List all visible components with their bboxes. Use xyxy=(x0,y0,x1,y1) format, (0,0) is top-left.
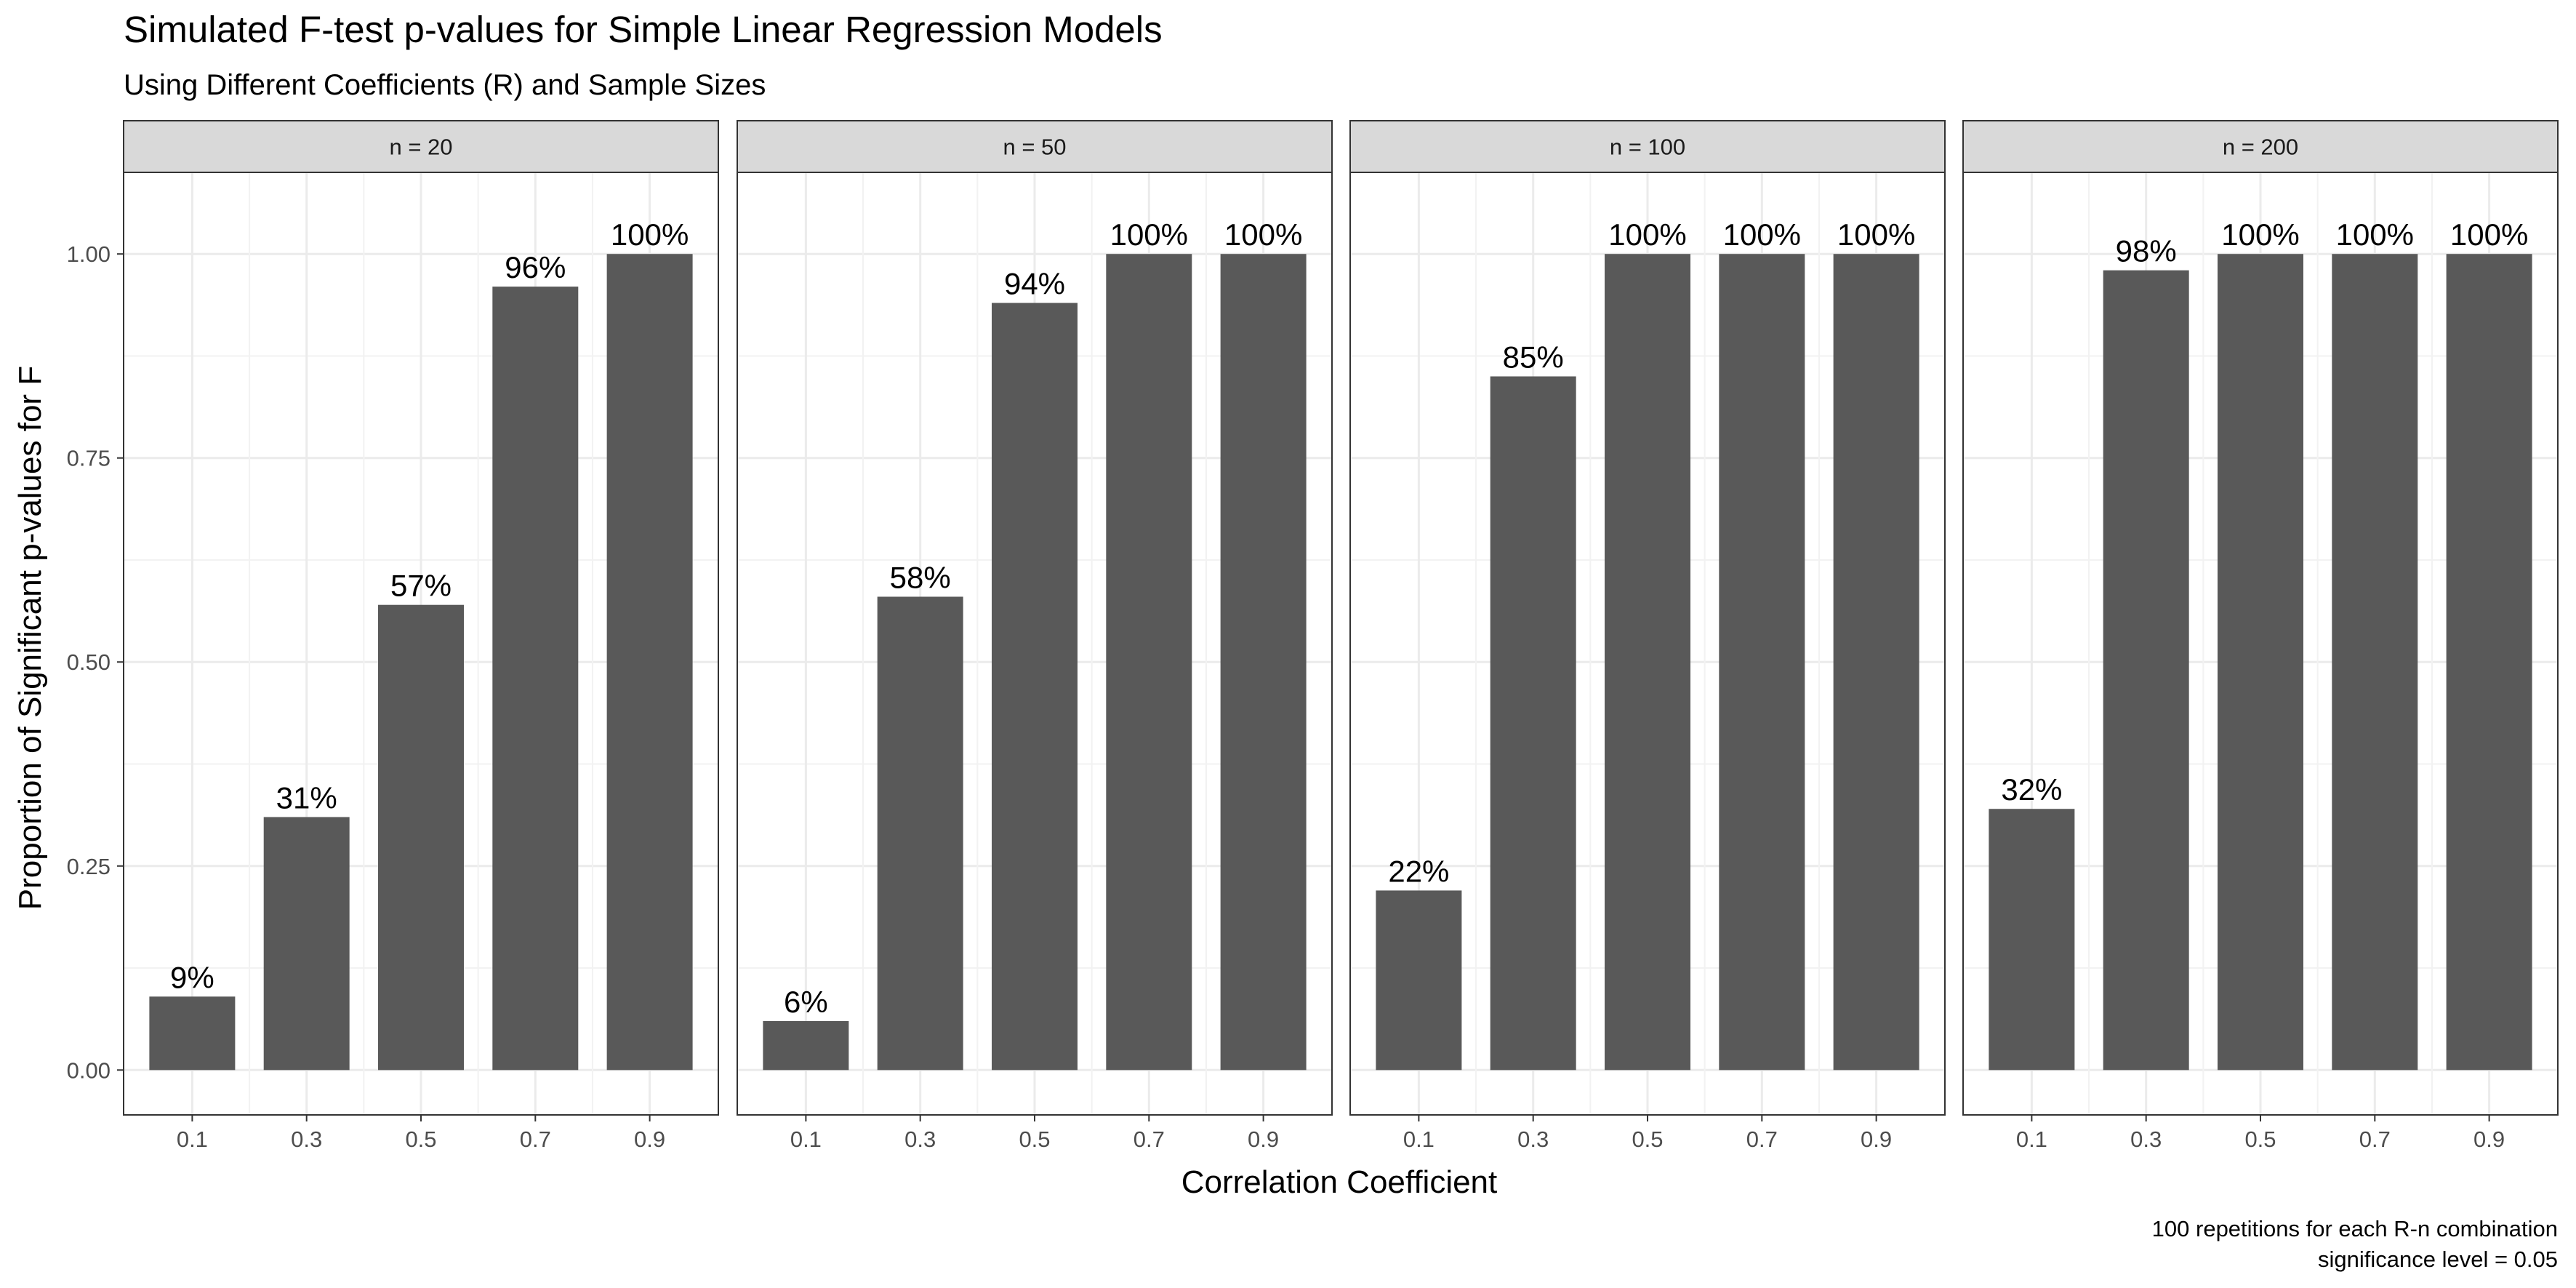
bar xyxy=(1989,809,2075,1071)
bar xyxy=(1490,376,1576,1071)
x-tick-label: 0.1 xyxy=(790,1127,822,1152)
x-tick-label: 0.7 xyxy=(1133,1127,1165,1152)
x-axis-title: Correlation Coefficient xyxy=(1181,1164,1498,1200)
bar xyxy=(606,254,693,1071)
bar-data-label: 100% xyxy=(1723,217,1801,252)
bar-data-label: 100% xyxy=(1837,217,1915,252)
bar xyxy=(378,604,464,1071)
bar-data-label: 32% xyxy=(2001,772,2062,807)
x-tick-label: 0.5 xyxy=(1632,1127,1663,1152)
facet-strip-label: n = 20 xyxy=(389,135,452,160)
bar xyxy=(149,996,236,1071)
x-tick-label: 0.3 xyxy=(904,1127,936,1152)
x-tick-label: 0.9 xyxy=(634,1127,665,1152)
bar xyxy=(877,596,963,1071)
bar-data-label: 9% xyxy=(170,960,214,994)
x-tick-label: 0.5 xyxy=(1019,1127,1050,1152)
bar-data-label: 57% xyxy=(390,569,452,603)
x-tick-label: 0.5 xyxy=(2244,1127,2276,1152)
caption-line-1: 100 repetitions for each R-n combination xyxy=(2152,1216,2558,1241)
bar xyxy=(2332,254,2418,1071)
facet-strip-label: n = 200 xyxy=(2223,135,2298,160)
facet-panel: n = 20 9% 31% 57% 96% 100% 0.1 0.3 0.5 0.7 0.9 xyxy=(123,120,719,1152)
bar-data-label: 22% xyxy=(1388,854,1449,888)
facet-panels: n = 209%31%57%96%100%0.1 0.3 0.5 0.7 0.9n = … xyxy=(123,120,2559,1152)
y-tick-label: 0.50 xyxy=(67,649,111,675)
x-tick-label: 0.7 xyxy=(2359,1127,2391,1152)
facet-strip xyxy=(737,120,1333,173)
facet-strip-label: n = 100 xyxy=(1610,135,1685,160)
bar xyxy=(2218,254,2303,1071)
facet-panel: n = 100 22% 85% 100% 100% 100% 0.1 0.3 0.5 0.7 0.9 xyxy=(1349,120,1946,1152)
x-tick-label: 0.9 xyxy=(1861,1127,1892,1152)
bar-data-label: 31% xyxy=(276,780,337,815)
bar-data-label: 100% xyxy=(1224,217,1302,252)
bar-data-label: 100% xyxy=(611,217,689,252)
bar xyxy=(1719,254,1805,1071)
y-axis-title: Proportion of Significant p-values for F xyxy=(12,366,48,910)
bar-data-label: 58% xyxy=(890,560,951,594)
x-tick-label: 0.9 xyxy=(2473,1127,2505,1152)
facet-panel: n = 50 6% 58% 94% 100% 100% 0.1 0.3 0.5 0.7 0.9 xyxy=(737,120,1333,1152)
facet-panel: n = 200 32% 98% 100% 100% 100% 0.1 0.3 0.5 0.7 0.9 xyxy=(1962,120,2559,1152)
bar xyxy=(763,1020,849,1071)
facet-strip xyxy=(1349,120,1946,173)
y-tick-label: 1.00 xyxy=(67,241,111,267)
bar-data-label: 85% xyxy=(1503,340,1564,375)
y-tick-label: 0.00 xyxy=(67,1057,111,1083)
x-tick-label: 0.3 xyxy=(1517,1127,1549,1152)
bar-data-label: 94% xyxy=(1004,267,1065,301)
x-tick-label: 0.7 xyxy=(520,1127,551,1152)
bar xyxy=(1833,254,1919,1071)
bar-data-label: 100% xyxy=(2221,217,2299,252)
bar-data-label: 98% xyxy=(2116,234,2177,268)
bar-data-label: 6% xyxy=(784,985,828,1019)
facet-strip xyxy=(1962,120,2559,173)
bar xyxy=(1220,254,1307,1071)
x-tick-label: 0.7 xyxy=(1746,1127,1778,1152)
y-tick-label: 0.25 xyxy=(67,854,111,879)
y-axis: 0.00 0.25 0.50 0.75 1.00 xyxy=(67,241,124,1083)
bar-data-label: 100% xyxy=(1608,217,1686,252)
x-tick-label: 0.3 xyxy=(2130,1127,2162,1152)
facet-strip-label: n = 50 xyxy=(1003,135,1066,160)
bar xyxy=(1605,254,1690,1071)
x-tick-label: 0.1 xyxy=(177,1127,208,1152)
chart-subtitle: Using Different Coefficients (R) and Sam… xyxy=(124,69,766,101)
bar-data-label: 96% xyxy=(505,250,566,284)
chart-title: Simulated F-test p-values for Simple Lin… xyxy=(124,9,1163,50)
bar xyxy=(2103,270,2189,1071)
bar xyxy=(1106,254,1192,1071)
bar-data-label: 100% xyxy=(1110,217,1188,252)
x-tick-label: 0.1 xyxy=(1403,1127,1435,1152)
caption-line-2: significance level = 0.05 xyxy=(2318,1247,2558,1272)
x-tick-label: 0.5 xyxy=(405,1127,436,1152)
bar xyxy=(263,817,350,1071)
bar-data-label: 100% xyxy=(2336,217,2414,252)
bar xyxy=(992,303,1078,1071)
facet-strip xyxy=(123,120,719,173)
bar xyxy=(2446,254,2532,1071)
bar xyxy=(1376,890,1462,1071)
x-tick-label: 0.9 xyxy=(1248,1127,1279,1152)
x-tick-label: 0.3 xyxy=(291,1127,322,1152)
x-tick-label: 0.1 xyxy=(2016,1127,2047,1152)
bar xyxy=(492,287,579,1071)
bar-data-label: 100% xyxy=(2450,217,2528,252)
y-tick-label: 0.75 xyxy=(67,446,111,471)
